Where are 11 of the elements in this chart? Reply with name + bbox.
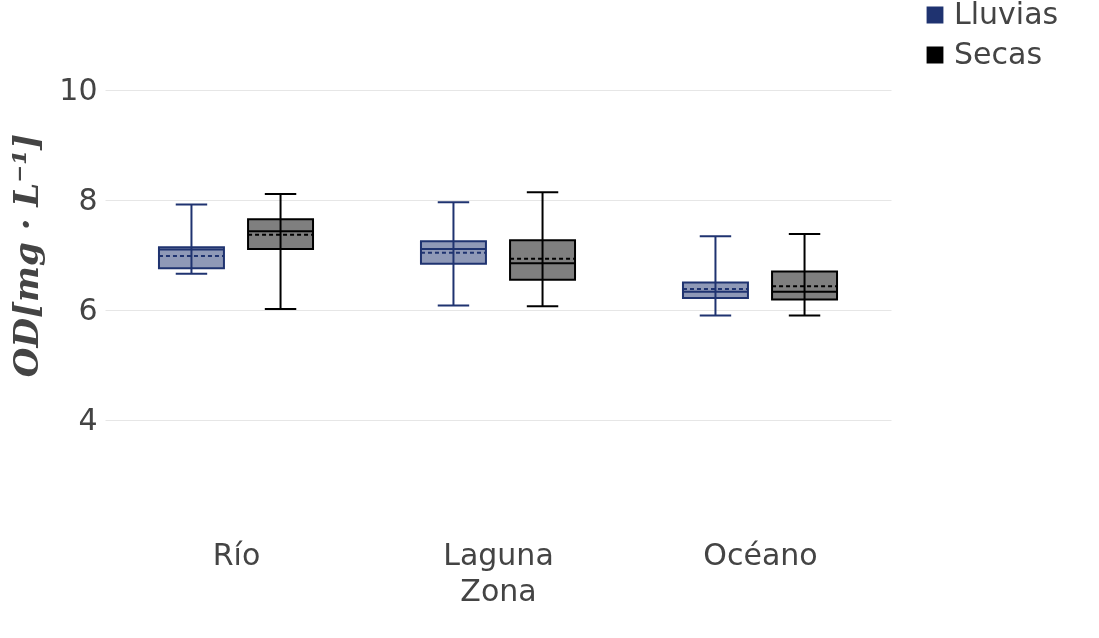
x-tick-label: Océano — [703, 536, 818, 572]
x-axis-title: Zona — [460, 572, 537, 608]
y-tick-label: 6 — [78, 291, 98, 327]
y-tick-label: 8 — [78, 181, 98, 217]
y-axis-title: OD[mg · L⁻¹] — [6, 133, 47, 378]
x-tick-label: Laguna — [443, 536, 554, 572]
x-tick-label: Río — [212, 536, 261, 572]
legend-label: Secas — [954, 36, 1043, 71]
y-tick-label: 4 — [78, 401, 98, 437]
legend-label: Lluvias — [954, 0, 1059, 31]
y-tick-label: 10 — [59, 71, 98, 107]
